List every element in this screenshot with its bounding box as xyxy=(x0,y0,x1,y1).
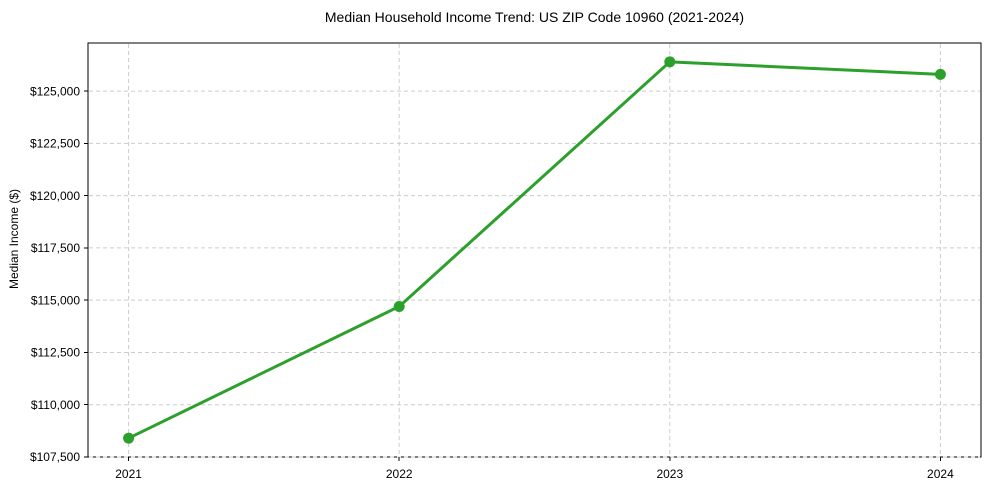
data-point-2021 xyxy=(123,432,135,444)
y-tick-label: $110,000 xyxy=(31,398,80,412)
y-tick-label: $107,500 xyxy=(30,450,80,464)
x-tick-label: 2024 xyxy=(927,467,954,481)
plot-border xyxy=(87,42,982,458)
x-tick-label: 2022 xyxy=(386,467,413,481)
data-point-2024 xyxy=(934,68,946,80)
x-tick-label: 2023 xyxy=(656,467,683,481)
y-tick-label: $125,000 xyxy=(30,84,80,98)
y-tick-label: $117,500 xyxy=(31,241,80,255)
y-tick-label: $120,000 xyxy=(30,189,80,203)
y-tick-label: $112,500 xyxy=(31,346,80,360)
data-point-2022 xyxy=(393,300,405,312)
trend-line xyxy=(127,60,942,440)
chart-title: Median Household Income Trend: US ZIP Co… xyxy=(324,9,745,25)
x-tick-label: 2021 xyxy=(115,467,142,481)
y-tick-label: $122,500 xyxy=(30,137,80,151)
data-point-2023 xyxy=(664,56,676,68)
y-tick-label: $115,000 xyxy=(31,293,80,307)
